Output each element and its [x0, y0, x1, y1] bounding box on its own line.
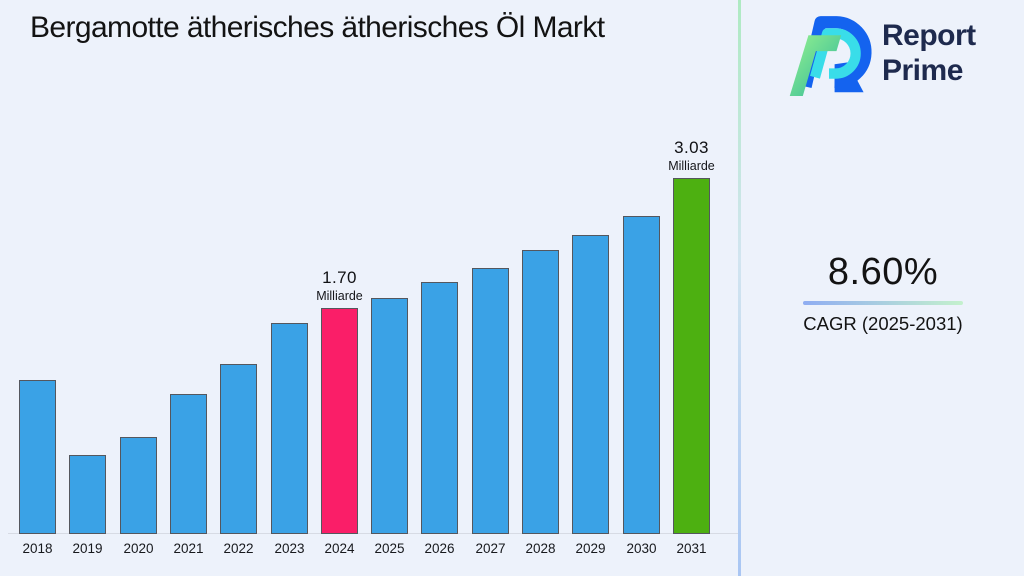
- panel-divider: [738, 0, 741, 576]
- x-tick-2021: 2021: [173, 541, 204, 556]
- bar-2027: [472, 268, 509, 534]
- bar-2028: [522, 250, 559, 534]
- annotation-value-2031: 3.03: [674, 138, 709, 157]
- bar-2029: [572, 235, 609, 534]
- cagr-underline: [803, 301, 963, 305]
- annotation-value-2024: 1.70: [322, 268, 357, 287]
- report-prime-logo-icon: [789, 16, 872, 96]
- x-tick-2020: 2020: [123, 541, 154, 556]
- logo-word-prime: Prime: [882, 54, 963, 87]
- report-prime-logo: Report Prime: [786, 10, 976, 96]
- bar-2022: [220, 364, 257, 534]
- cagr-panel: 8.60% CAGR (2025-2031): [758, 250, 1008, 335]
- x-tick-2030: 2030: [626, 541, 657, 556]
- bar-2023: [271, 323, 308, 534]
- bar-2020: [120, 437, 157, 534]
- bar-2030: [623, 216, 660, 534]
- cagr-value: 8.60%: [827, 251, 939, 293]
- x-tick-2024: 2024: [324, 541, 355, 556]
- x-tick-2023: 2023: [274, 541, 305, 556]
- x-tick-2028: 2028: [525, 541, 556, 556]
- annotation-unit-2024: Milliarde: [316, 289, 363, 303]
- page-title: Bergamotte ätherisches ätherisches Öl Ma…: [30, 11, 605, 44]
- bar-2031: [673, 178, 710, 534]
- bar-2026: [421, 282, 458, 534]
- bar-2019: [69, 455, 106, 534]
- x-tick-2018: 2018: [22, 541, 53, 556]
- x-tick-2027: 2027: [475, 541, 506, 556]
- annotation-unit-2031: Milliarde: [668, 159, 715, 173]
- bar-2024: [321, 308, 358, 534]
- cagr-label: CAGR (2025-2031): [803, 313, 963, 334]
- x-tick-2025: 2025: [374, 541, 405, 556]
- bar-annotation-2031: 3.03 Milliarde: [637, 138, 747, 174]
- x-tick-2031: 2031: [676, 541, 707, 556]
- x-tick-2019: 2019: [72, 541, 103, 556]
- bar-annotation-2024: 1.70 Milliarde: [285, 268, 395, 304]
- bar-2018: [19, 380, 56, 534]
- x-tick-2029: 2029: [575, 541, 606, 556]
- x-tick-2026: 2026: [424, 541, 455, 556]
- bar-2021: [170, 394, 207, 534]
- x-tick-2022: 2022: [223, 541, 254, 556]
- logo-wordmark: Report Prime: [882, 18, 976, 88]
- bar-2025: [371, 298, 408, 534]
- logo-word-report: Report: [882, 19, 976, 52]
